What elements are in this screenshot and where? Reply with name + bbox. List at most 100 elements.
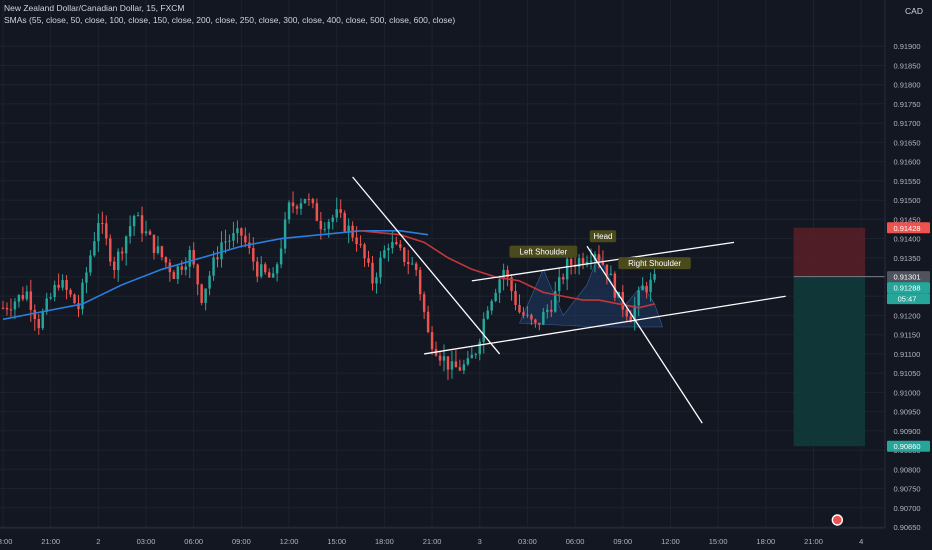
candle-body	[25, 291, 29, 300]
x-tick-label: 06:00	[566, 537, 585, 546]
candle-body	[101, 223, 104, 225]
y-tick-label: 0.90900	[893, 427, 920, 436]
y-tick-label: 0.91500	[893, 196, 920, 205]
stop-loss-zone	[793, 227, 866, 277]
candle-body	[232, 233, 235, 241]
candle-body	[144, 231, 148, 234]
candle-body	[45, 298, 48, 312]
candle-body	[120, 251, 124, 254]
candle-body	[518, 304, 521, 313]
candle-body	[61, 280, 64, 288]
candle-body	[530, 314, 533, 320]
x-tick-label: 03:00	[137, 537, 156, 546]
candle-body	[466, 358, 470, 365]
candle-body	[542, 311, 545, 325]
candle-body	[629, 316, 632, 323]
position-zones[interactable]	[793, 227, 885, 447]
candle-body	[73, 294, 76, 304]
candle-body	[641, 285, 644, 291]
candle-body	[355, 237, 358, 245]
candle-body	[240, 228, 243, 236]
candle-body	[252, 247, 255, 262]
candle-body	[311, 199, 315, 204]
x-tick-label: 18:00	[756, 537, 775, 546]
candle-body	[597, 254, 601, 261]
y-tick-label: 0.91100	[894, 350, 921, 359]
candle-body	[526, 314, 529, 316]
symbol-title[interactable]: New Zealand Dollar/Canadian Dollar, 15, …	[4, 3, 185, 13]
candle-body	[410, 263, 414, 265]
candle-body	[514, 291, 517, 305]
indicator-legend[interactable]: SMAs (55, close, 50, close, 100, close, …	[4, 14, 456, 25]
candle-body	[13, 301, 17, 310]
annotations[interactable]: Left Shoulder Head Right Shoulder	[509, 230, 691, 270]
candle-body	[343, 212, 346, 232]
trendlines[interactable]	[352, 176, 786, 424]
candle-body	[212, 257, 215, 276]
candle-body	[422, 294, 426, 312]
candle-body	[510, 277, 513, 292]
candle-body	[331, 217, 334, 222]
candle-body	[581, 258, 585, 265]
candle-body	[462, 364, 466, 371]
x-tick-label: 21:00	[41, 537, 60, 546]
candle-body	[1, 307, 5, 309]
x-tick-label: 15:00	[709, 537, 728, 546]
candle-body	[160, 246, 164, 258]
candle-body	[105, 223, 108, 239]
time-axis-bg	[0, 528, 932, 550]
candle-body	[57, 284, 60, 288]
price-label-bg	[887, 222, 930, 234]
x-tick-label: 18:00	[375, 537, 394, 546]
price-label-bg	[887, 440, 930, 452]
candle-body	[136, 215, 140, 217]
candle-body	[585, 261, 589, 265]
candle-body	[609, 273, 613, 276]
x-tick-label: 09:00	[232, 537, 251, 546]
candle-body	[279, 248, 283, 265]
y-tick-label: 0.91050	[893, 369, 920, 378]
annotation-label-bg	[618, 257, 691, 270]
price-label: 0.91288	[893, 284, 920, 293]
y-tick-label: 0.90650	[893, 523, 920, 532]
candle-body	[383, 250, 386, 258]
y-tick-label: 0.91000	[893, 388, 920, 397]
price-label: 0.90860	[893, 442, 920, 451]
x-tick-label: 4	[859, 537, 863, 546]
candle-body	[77, 303, 80, 310]
candle-body	[363, 244, 366, 259]
candle-body	[303, 198, 307, 204]
y-tick-label: 0.91800	[893, 81, 920, 90]
y-tick-label: 0.91350	[893, 254, 920, 263]
candle-body	[395, 242, 398, 245]
y-tick-label: 0.91550	[893, 177, 920, 186]
candle-body	[446, 356, 450, 370]
event-marker-icon[interactable]	[831, 514, 844, 526]
price-label: 05:47	[898, 295, 917, 304]
candle-body	[180, 266, 184, 270]
x-tick-label: 15:00	[327, 537, 346, 546]
candle-body	[534, 319, 537, 323]
candle-body	[371, 262, 374, 284]
y-tick-label: 0.91850	[893, 61, 920, 70]
candle-body	[482, 318, 485, 342]
candle-body	[196, 264, 199, 285]
candle-body	[85, 272, 88, 283]
x-tick-label: 18:00	[0, 537, 12, 546]
candle-body	[116, 251, 120, 271]
candle-body	[208, 275, 211, 289]
candle-body	[538, 322, 541, 325]
candle-body	[502, 269, 505, 280]
candle-body	[387, 248, 390, 251]
candle-body	[21, 294, 25, 300]
x-tick-label: 12:00	[661, 537, 680, 546]
price-label: 0.91428	[893, 224, 920, 233]
candle-body	[347, 225, 350, 232]
candle-body	[557, 277, 561, 292]
candle-body	[442, 356, 446, 361]
candle-body	[375, 277, 378, 284]
candle-body	[69, 289, 72, 295]
candle-body	[391, 242, 394, 249]
